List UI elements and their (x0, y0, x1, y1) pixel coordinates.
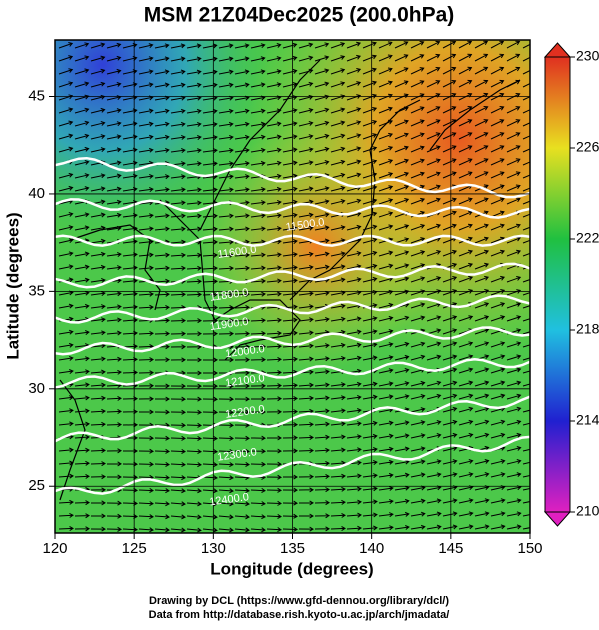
chart-title: MSM 21Z04Dec2025 (200.0hPa) (144, 4, 455, 27)
y-tick-label: 25 (28, 477, 45, 494)
y-tick-label: 30 (28, 380, 45, 397)
contour-label: 12200.0 (224, 403, 265, 420)
x-tick-label: 130 (201, 540, 226, 557)
contour-label: 11600.0 (217, 244, 257, 261)
colorbar (544, 56, 571, 513)
contour-label: 12100.0 (224, 372, 265, 389)
colorbar-tick-label: 230 (576, 48, 599, 64)
contour-label: 11800.0 (209, 287, 249, 304)
y-axis-label: Latitude (degrees) (3, 212, 22, 359)
x-tick-label: 140 (359, 540, 384, 557)
x-tick-label: 125 (122, 540, 147, 557)
x-tick-label: 145 (438, 540, 463, 557)
colorbar-extend (543, 42, 572, 58)
y-tick-label: 40 (28, 185, 45, 202)
contour-label: 11500.0 (285, 216, 325, 233)
contour-label: 12400.0 (209, 491, 250, 508)
colorbar-tick-label: 218 (576, 321, 599, 337)
y-tick-label: 45 (28, 87, 45, 104)
colorbar-tick-label: 210 (576, 503, 599, 519)
x-tick-label: 150 (517, 540, 542, 557)
contour-label: 11900.0 (209, 316, 249, 333)
colorbar-extend (543, 511, 572, 527)
contour-label: 12300.0 (217, 446, 258, 463)
colorbar-tick-label: 222 (576, 230, 599, 246)
x-axis-label: Longitude (degrees) (210, 559, 373, 578)
credit: Drawing by DCL (https://www.gfd-dennou.o… (149, 595, 449, 607)
contour-label: 12000.0 (224, 343, 265, 360)
x-tick-label: 120 (42, 540, 67, 557)
colorbar-tick-label: 226 (576, 139, 599, 155)
credit: Data from http://database.rish.kyoto-u.a… (149, 609, 450, 621)
plot-area (55, 40, 530, 533)
wind-vectors (58, 40, 530, 533)
x-tick-label: 135 (280, 540, 305, 557)
colorbar-tick-label: 214 (576, 412, 599, 428)
y-tick-label: 35 (28, 282, 45, 299)
